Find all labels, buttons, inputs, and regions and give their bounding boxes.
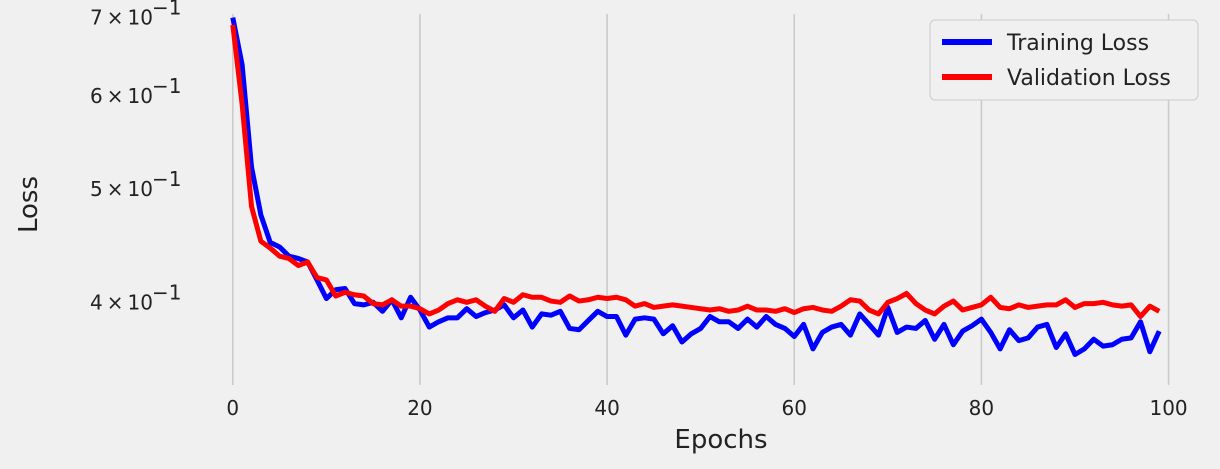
legend: Training Loss Validation Loss	[929, 19, 1199, 101]
x-tick-label: 40	[594, 396, 619, 420]
y-tick-mantissa: 4	[90, 290, 103, 314]
y-tick-label: 5 × 10 −1	[90, 167, 181, 201]
x-tick-label: 60	[782, 396, 807, 420]
svg-text:6×10: 6 × 10	[90, 84, 153, 108]
y-tick-base: 10	[128, 290, 153, 314]
y-tick-times: ×	[107, 6, 124, 30]
y-tick-times: ×	[107, 290, 124, 314]
y-tick-base: 10	[128, 84, 153, 108]
y-axis-label: Loss	[14, 176, 44, 233]
legend-label-validation-loss: Validation Loss	[1007, 66, 1171, 91]
y-tick-exponent: −1	[152, 0, 181, 20]
y-tick-label: 4 × 10 −1	[90, 280, 181, 314]
y-tick-mantissa: 7	[90, 6, 103, 30]
y-tick-times: ×	[107, 84, 124, 108]
y-tick-mantissa: 6	[90, 84, 103, 108]
x-axis-ticks: 0 20 40 60 80 100	[226, 396, 1187, 420]
x-axis-label: Epochs	[674, 425, 767, 455]
svg-text:5×10: 5 × 10	[90, 177, 153, 201]
grid	[231, 14, 1170, 385]
legend-box	[929, 19, 1199, 101]
y-tick-base: 10	[128, 177, 153, 201]
y-tick-exponent: −1	[152, 167, 181, 191]
y-axis-ticks: 4 × 10 −15 × 10 −16 × 10 −17 × 10 −1	[90, 0, 181, 314]
y-tick-label: 6 × 10 −1	[90, 74, 181, 108]
legend-label-training-loss: Training Loss	[1006, 31, 1149, 56]
x-tick-label: 80	[969, 396, 994, 420]
y-tick-times: ×	[107, 177, 124, 201]
svg-text:7×10: 7 × 10	[90, 6, 153, 30]
series-line-validation-loss	[230, 24, 1161, 320]
svg-text:4×10: 4 × 10	[90, 290, 153, 314]
series-line-training-loss	[230, 17, 1162, 358]
x-tick-label: 100	[1149, 396, 1187, 420]
y-tick-base: 10	[128, 6, 153, 30]
x-tick-label: 0	[226, 396, 239, 420]
y-tick-exponent: −1	[152, 74, 181, 98]
x-tick-label: 20	[407, 396, 432, 420]
y-tick-mantissa: 5	[90, 177, 103, 201]
plot-lines	[230, 17, 1162, 358]
y-tick-label: 7 × 10 −1	[90, 0, 181, 30]
y-tick-exponent: −1	[152, 280, 181, 304]
